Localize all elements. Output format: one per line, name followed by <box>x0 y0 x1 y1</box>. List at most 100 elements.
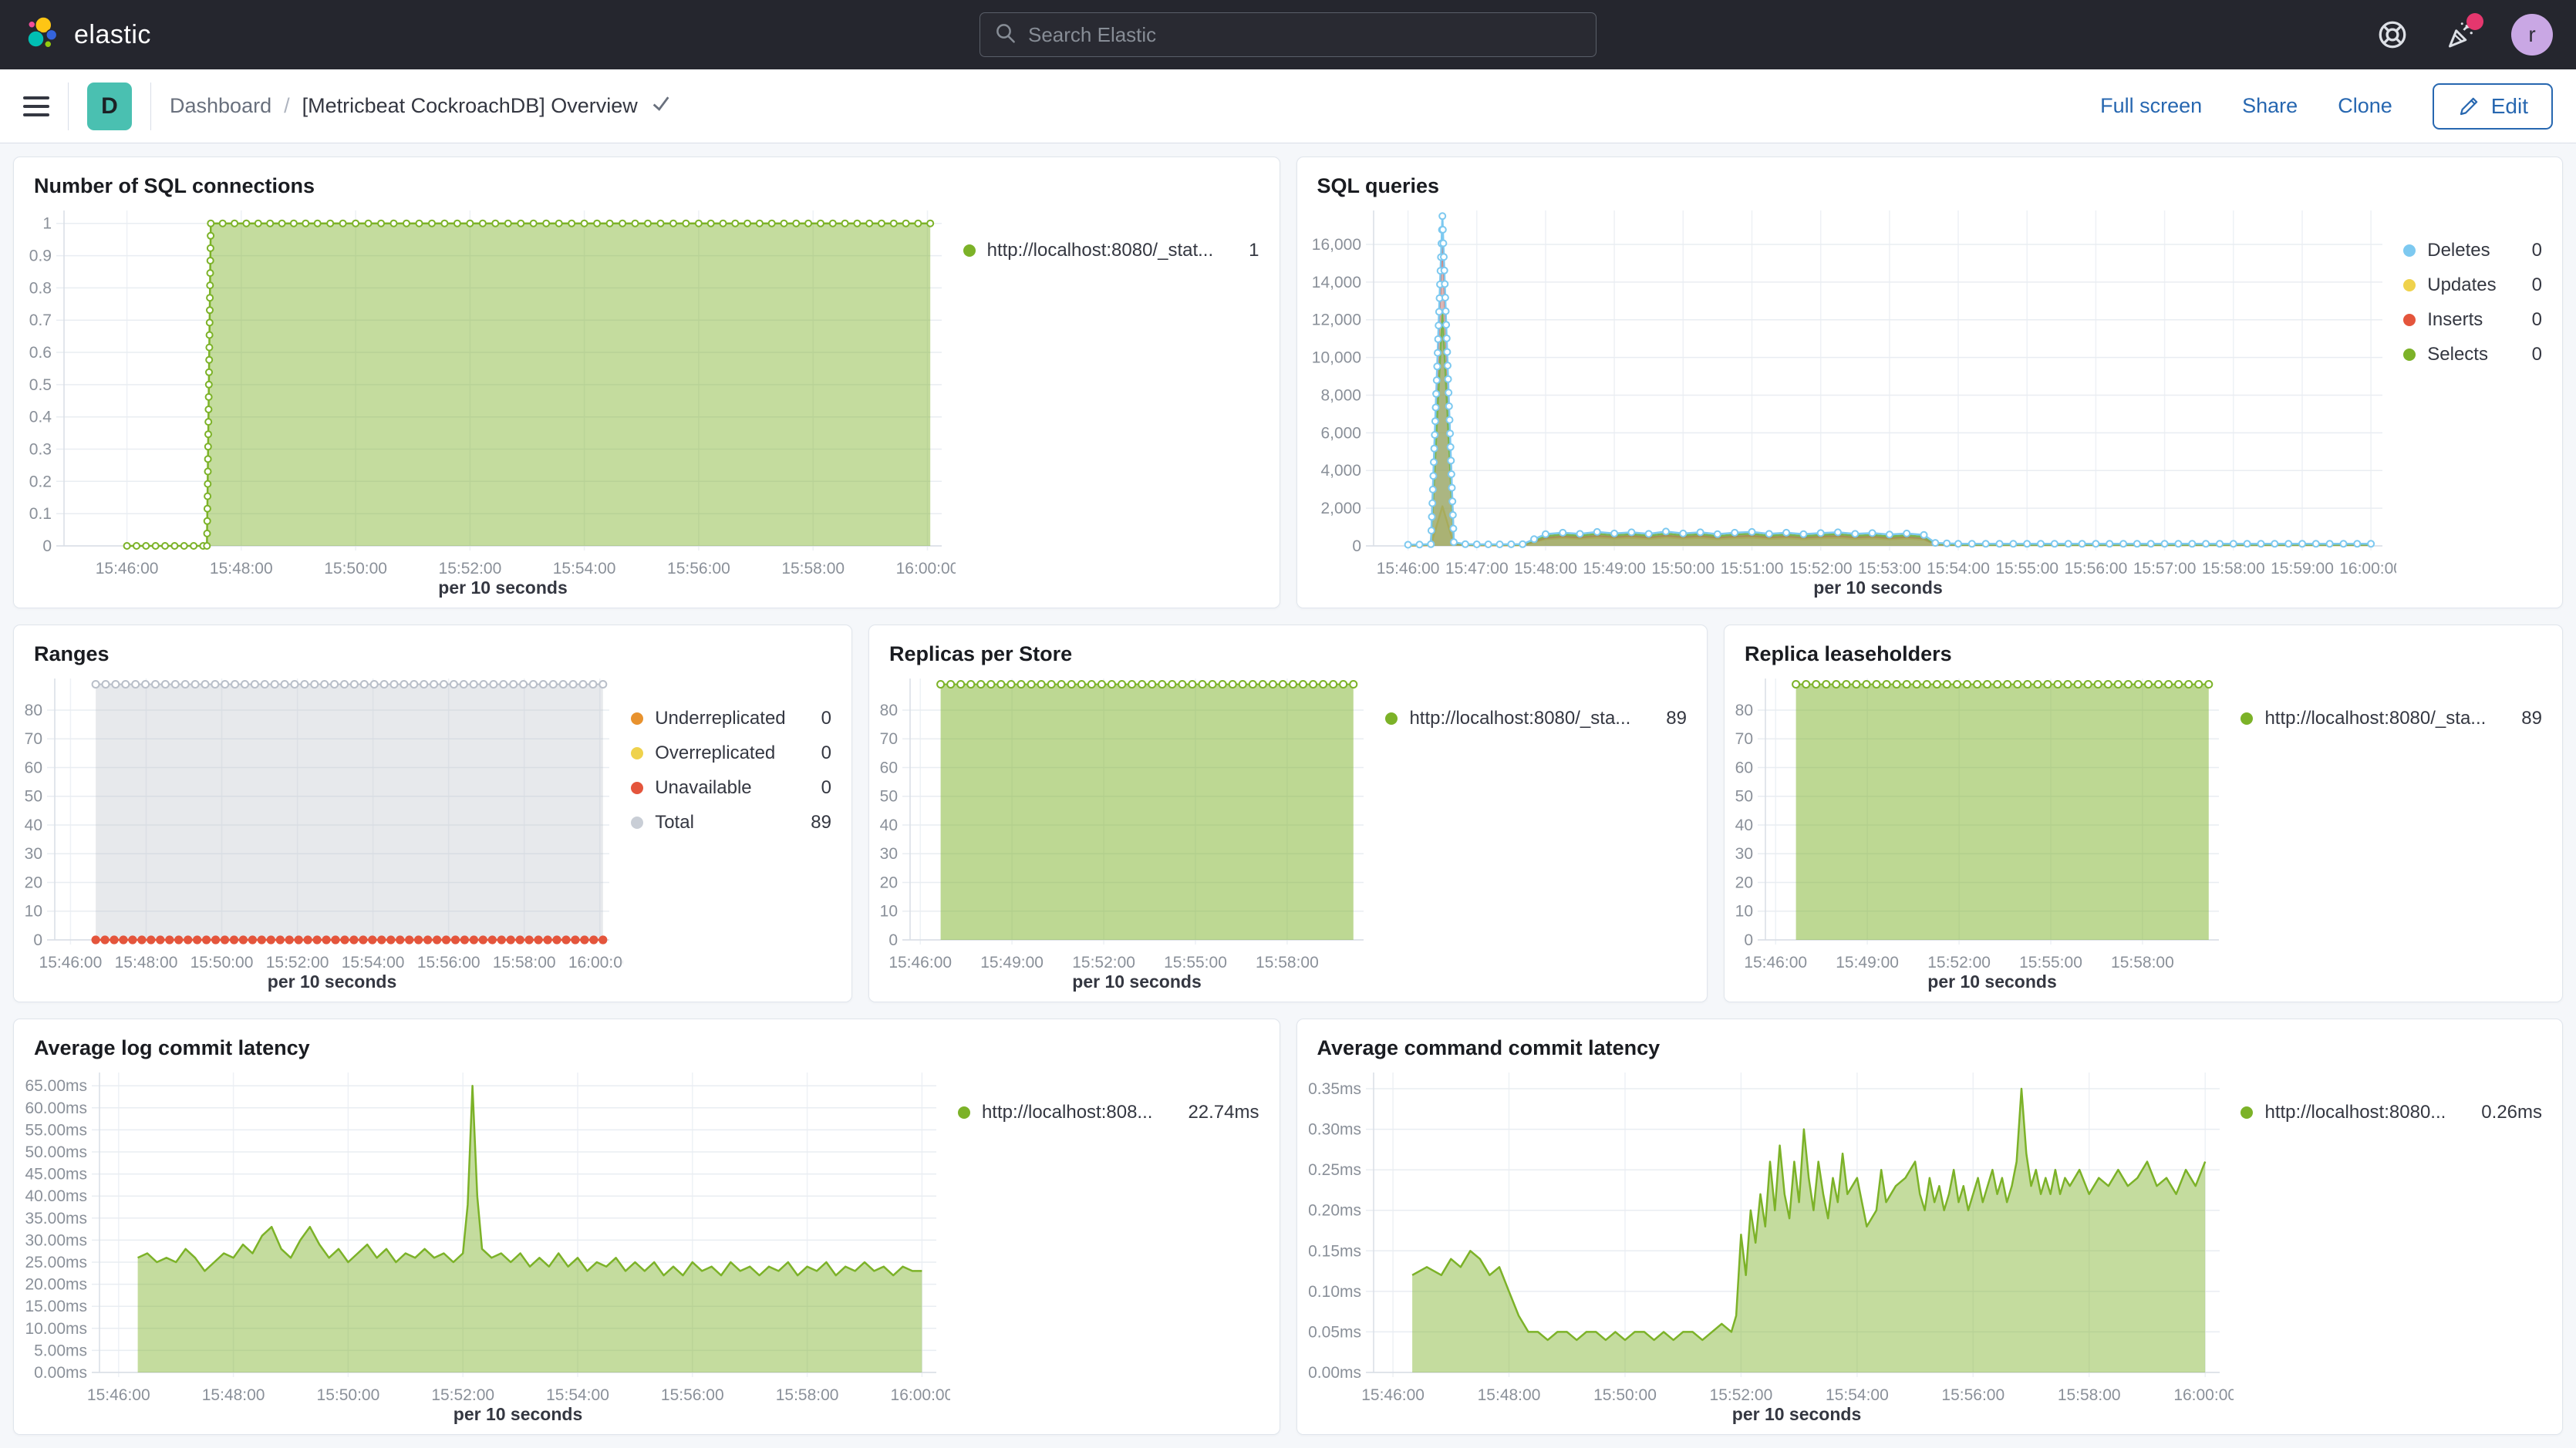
area-chart[interactable]: 0 10 20 30 40 50 60 70 80 15:46:00 15:49:00 15:52:0… <box>869 666 1377 1002</box>
svg-text:80: 80 <box>25 702 42 719</box>
svg-text:16:00:00: 16:00:00 <box>568 954 623 972</box>
svg-text:15:54:00: 15:54:00 <box>1927 560 1990 578</box>
full-screen-button[interactable]: Full screen <box>2100 94 2203 117</box>
check-icon[interactable] <box>650 93 672 120</box>
svg-text:15:50:00: 15:50:00 <box>324 560 387 578</box>
legend-value: 0 <box>821 777 831 798</box>
svg-text:50: 50 <box>880 788 898 806</box>
legend-item[interactable]: http://localhost:8080/_sta... 89 <box>2241 708 2542 729</box>
svg-text:15:48:00: 15:48:00 <box>202 1386 265 1404</box>
svg-text:0: 0 <box>33 931 42 949</box>
legend-value: 89 <box>1666 708 1687 729</box>
panel-average-command-commit-latency[interactable]: Average command commit latency 0.00ms 0.0… <box>1296 1019 2563 1435</box>
lifebuoy-icon <box>2379 21 2406 49</box>
svg-text:70: 70 <box>880 730 898 748</box>
legend-swatch <box>1385 712 1398 725</box>
edit-button[interactable]: Edit <box>2432 83 2553 130</box>
legend-item[interactable]: http://localhost:8080/_stat... 1 <box>963 240 1259 261</box>
area-chart[interactable]: 0 10 20 30 40 50 60 70 80 15:46:00 15:48:00 15:50:0… <box>14 666 632 1002</box>
svg-text:30: 30 <box>1735 845 1753 863</box>
notification-dot <box>2466 13 2483 30</box>
svg-text:15:53:00: 15:53:00 <box>1858 560 1921 578</box>
svg-text:15:46:00: 15:46:00 <box>87 1386 150 1404</box>
svg-text:0.20ms: 0.20ms <box>1308 1202 1361 1220</box>
legend-item[interactable]: Overreplicated 0 <box>631 743 831 764</box>
area-chart[interactable]: 0.00ms 5.00ms 10.00ms 15.00ms 20.00ms 25.00ms… <box>14 1060 953 1434</box>
panel-sql-queries[interactable]: SQL queries 0 2,000 4,000 6,000 8,000 10,000 1… <box>1296 157 2563 608</box>
space-badge[interactable]: D <box>87 82 132 130</box>
user-avatar[interactable]: r <box>2511 14 2553 56</box>
share-button[interactable]: Share <box>2242 94 2298 117</box>
area-chart[interactable]: 0 2,000 4,000 6,000 8,000 10,000 12,000 14,000 1… <box>1296 198 2402 608</box>
svg-text:15:54:00: 15:54:00 <box>553 560 616 578</box>
dashboard-grid: Number of SQL connections 0 0.1 0.2 0.3 0.4 0… <box>0 143 2576 1448</box>
legend-label: http://localhost:8080/_sta... <box>1409 708 1631 729</box>
panel-replicas-per-store[interactable]: Replicas per Store 0 10 20 30 40 50 60 70 80 15:4… <box>868 625 1708 1002</box>
svg-text:15.00ms: 15.00ms <box>25 1298 87 1315</box>
breadcrumb: Dashboard / [Metricbeat CockroachDB] Ove… <box>170 93 672 120</box>
legend-item[interactable]: Unavailable 0 <box>631 777 831 799</box>
legend-item[interactable]: http://localhost:808... 22.74ms <box>957 1102 1259 1123</box>
svg-text:60.00ms: 60.00ms <box>25 1099 87 1117</box>
panel-title: Average log commit latency <box>34 1036 310 1059</box>
svg-text:30: 30 <box>25 845 42 863</box>
legend-swatch <box>2241 712 2254 725</box>
svg-text:0.4: 0.4 <box>29 409 52 426</box>
search-input[interactable] <box>1028 22 1582 47</box>
legend-item[interactable]: Updates 0 <box>2403 274 2542 296</box>
svg-text:15:52:00: 15:52:00 <box>1789 560 1852 578</box>
legend-item[interactable]: http://localhost:8080/_sta... 89 <box>1385 708 1687 729</box>
panel-replica-leaseholders[interactable]: Replica leaseholders 0 10 20 30 40 50 60 70 80 15… <box>1724 625 2563 1002</box>
panel-ranges[interactable]: Ranges 0 10 20 30 40 50 60 70 80 15:46:00 15:48:00… <box>13 625 852 1002</box>
svg-text:60: 60 <box>880 759 898 777</box>
global-search[interactable] <box>979 12 1597 57</box>
menu-button[interactable] <box>23 96 49 116</box>
svg-text:8,000: 8,000 <box>1320 387 1361 405</box>
legend-item[interactable]: http://localhost:8080... 0.26ms <box>2241 1102 2542 1123</box>
svg-text:65.00ms: 65.00ms <box>25 1077 87 1095</box>
svg-text:15:54:00: 15:54:00 <box>1826 1386 1889 1404</box>
svg-text:80: 80 <box>880 702 898 719</box>
legend-item[interactable]: Selects 0 <box>2403 344 2542 365</box>
svg-text:15:54:00: 15:54:00 <box>546 1386 609 1404</box>
area-chart[interactable]: 0 10 20 30 40 50 60 70 80 15:46:00 15:49:00 15:52:0… <box>1725 666 2233 1002</box>
svg-text:15:56:00: 15:56:00 <box>1941 1386 2004 1404</box>
svg-text:15:48:00: 15:48:00 <box>1477 1386 1540 1404</box>
svg-text:0.15ms: 0.15ms <box>1308 1242 1361 1260</box>
pencil-icon <box>2460 97 2477 115</box>
clone-button[interactable]: Clone <box>2338 94 2392 117</box>
panel-average-log-commit-latency[interactable]: Average log commit latency 0.00ms 5.00ms 1… <box>13 1019 1280 1435</box>
breadcrumb-current: [Metricbeat CockroachDB] Overview <box>302 94 638 117</box>
legend-item[interactable]: Inserts 0 <box>2403 309 2542 331</box>
svg-text:0.35ms: 0.35ms <box>1308 1080 1361 1098</box>
svg-text:0.00ms: 0.00ms <box>34 1364 87 1382</box>
legend-item[interactable]: Deletes 0 <box>2403 240 2542 261</box>
svg-text:15:48:00: 15:48:00 <box>115 954 178 972</box>
svg-text:15:47:00: 15:47:00 <box>1445 560 1508 578</box>
legend-item[interactable]: Underreplicated 0 <box>631 708 831 729</box>
svg-text:per 10 seconds: per 10 seconds <box>1731 1404 1860 1424</box>
panel-number-of-sql-connections[interactable]: Number of SQL connections 0 0.1 0.2 0.3 0.4 0… <box>13 157 1280 608</box>
svg-text:per 10 seconds: per 10 seconds <box>268 972 396 992</box>
help-button[interactable] <box>2375 18 2409 52</box>
svg-text:0.1: 0.1 <box>29 505 52 523</box>
svg-text:16:00:00: 16:00:00 <box>2173 1386 2234 1404</box>
svg-text:per 10 seconds: per 10 seconds <box>1927 972 2056 992</box>
chart-legend: http://localhost:8080/_sta... 89 <box>2233 666 2562 1002</box>
legend-swatch <box>631 817 644 829</box>
area-chart[interactable]: 0.00ms 0.05ms 0.10ms 0.15ms 0.20ms 0.25ms 0.30… <box>1296 1060 2237 1434</box>
svg-text:15:58:00: 15:58:00 <box>2201 560 2264 578</box>
legend-value: 89 <box>2521 708 2542 729</box>
legend-swatch <box>2403 314 2416 326</box>
area-chart[interactable]: 0 0.1 0.2 0.3 0.4 0.5 0.6 0.7 0.8 0.9 1 15:46:00 15:… <box>14 198 959 608</box>
elastic-brand[interactable]: elastic <box>23 15 151 56</box>
svg-text:0.2: 0.2 <box>29 473 52 490</box>
whats-new-button[interactable] <box>2443 13 2483 52</box>
avatar-letter: r <box>2528 22 2536 46</box>
chart-legend: Underreplicated 0 Overreplicated 0 Unavailab… <box>623 666 851 1002</box>
legend-item[interactable]: Total 89 <box>631 812 831 833</box>
brand-name: elastic <box>74 19 151 49</box>
breadcrumb-dashboard[interactable]: Dashboard <box>170 94 272 117</box>
svg-text:15:57:00: 15:57:00 <box>2133 560 2196 578</box>
svg-text:20: 20 <box>25 874 42 892</box>
